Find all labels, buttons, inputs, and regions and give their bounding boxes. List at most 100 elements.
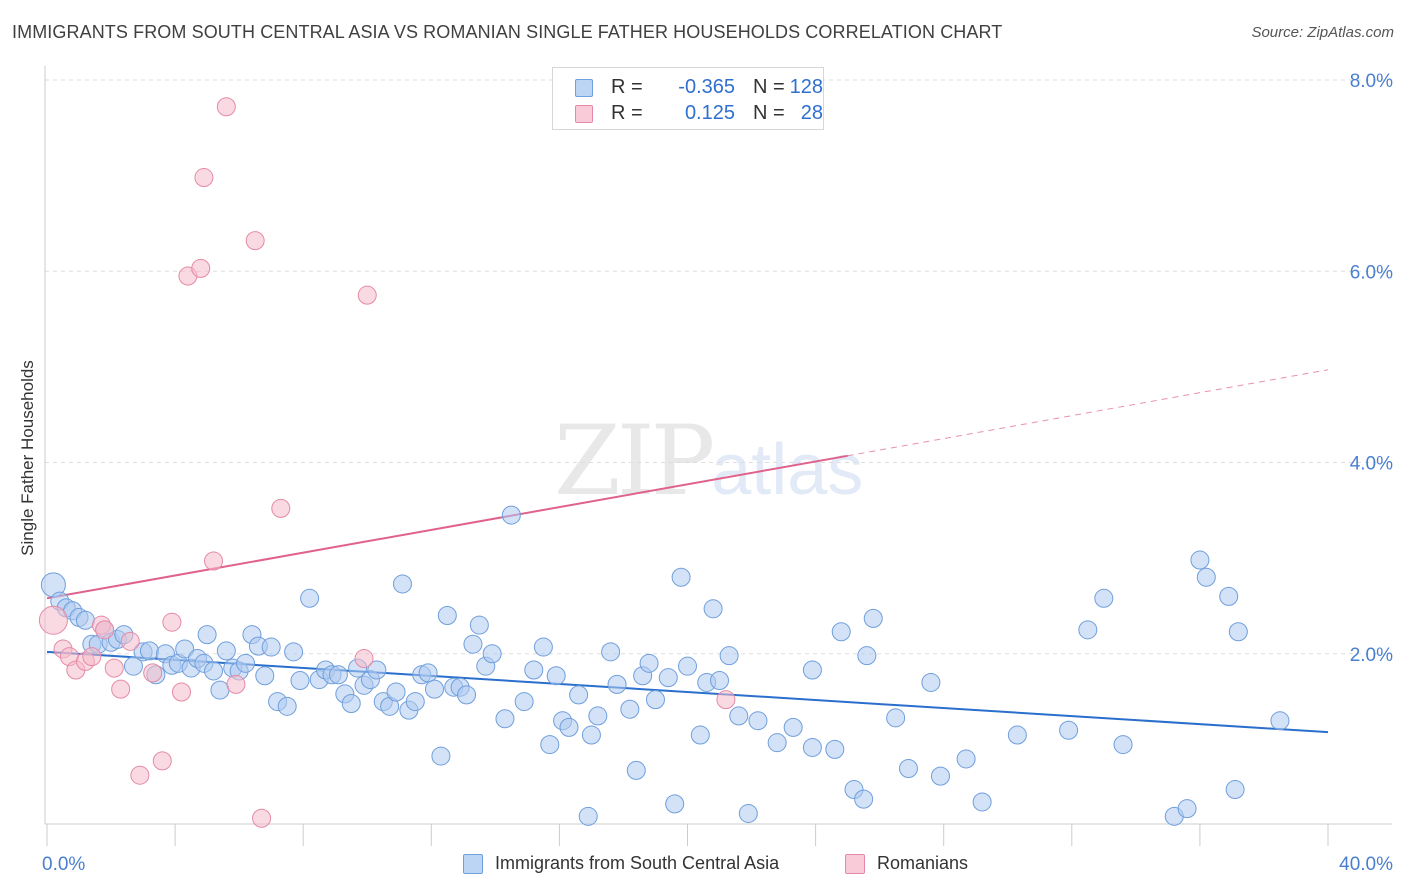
trend-line-romanians: [46, 454, 848, 600]
legend-label: Romanians: [877, 853, 969, 873]
point-romanians: [104, 658, 124, 678]
legend-label: Immigrants from South Central Asia: [495, 853, 780, 873]
point-immigrants: [665, 794, 685, 814]
point-romanians: [245, 231, 265, 251]
point-immigrants: [1177, 799, 1197, 819]
point-immigrants: [767, 733, 787, 753]
point-immigrants: [645, 690, 665, 710]
point-immigrants: [1007, 725, 1027, 745]
series-legend: Immigrants from South Central Asia Roman…: [0, 852, 1406, 878]
point-immigrants: [341, 693, 361, 713]
point-immigrants: [588, 706, 608, 726]
point-immigrants: [569, 685, 589, 705]
y-tick-label: 6.0%: [1350, 262, 1393, 283]
point-immigrants: [1059, 720, 1079, 740]
point-romanians: [716, 690, 736, 710]
point-immigrants: [284, 642, 304, 662]
point-immigrants: [300, 588, 320, 608]
point-romanians: [130, 765, 150, 785]
x-tick-label: 0.0%: [42, 854, 85, 875]
legend-swatch-pink: [575, 105, 593, 123]
point-immigrants: [703, 599, 723, 619]
point-romanians: [357, 285, 377, 305]
r-value: -0.365: [678, 76, 735, 98]
point-immigrants: [658, 668, 678, 688]
point-immigrants: [367, 660, 387, 680]
point-immigrants: [863, 608, 883, 628]
point-immigrants: [255, 666, 275, 686]
point-immigrants: [607, 674, 627, 694]
point-immigrants: [210, 680, 230, 700]
point-immigrants: [277, 696, 297, 716]
point-immigrants: [437, 606, 457, 625]
point-immigrants: [533, 637, 553, 657]
point-immigrants: [236, 653, 256, 673]
point-immigrants: [405, 692, 425, 712]
point-romanians: [271, 498, 291, 518]
point-immigrants: [463, 634, 483, 654]
data-points: [38, 97, 1290, 828]
point-immigrants: [418, 663, 438, 683]
point-immigrants: [1190, 550, 1210, 570]
tick-labels: 2.0% 4.0% 6.0% 8.0% 0.0% 40.0%: [42, 71, 1393, 875]
point-romanians: [194, 168, 214, 188]
chart-title: IMMIGRANTS FROM SOUTH CENTRAL ASIA VS RO…: [12, 22, 1003, 42]
point-romanians: [191, 258, 211, 278]
point-immigrants: [857, 646, 877, 666]
point-immigrants: [748, 711, 768, 731]
point-immigrants: [956, 749, 976, 769]
point-immigrants: [123, 656, 143, 676]
point-immigrants: [1228, 622, 1248, 642]
y-tick-label: 8.0%: [1350, 71, 1393, 92]
n-label: N =: [753, 102, 785, 124]
r-value: 0.125: [684, 102, 735, 124]
point-romanians: [38, 605, 68, 635]
point-romanians: [252, 808, 272, 828]
y-tick-label: 4.0%: [1350, 454, 1393, 475]
point-romanians: [82, 647, 102, 667]
legend-swatch-pink: [845, 854, 865, 874]
point-immigrants: [972, 792, 992, 812]
y-axis-label: Single Father Households: [18, 360, 37, 556]
point-immigrants: [386, 682, 406, 702]
axes: [44, 66, 1392, 846]
point-immigrants: [546, 666, 566, 686]
r-label: R =: [611, 76, 643, 98]
point-immigrants: [540, 735, 560, 755]
point-immigrants: [678, 656, 697, 676]
point-immigrants: [620, 699, 640, 719]
point-immigrants: [898, 759, 918, 778]
trend-lines: [46, 369, 1329, 734]
point-immigrants: [425, 679, 445, 699]
point-immigrants: [831, 622, 851, 642]
point-immigrants: [139, 641, 159, 661]
point-romanians: [95, 620, 115, 640]
point-immigrants: [671, 567, 691, 587]
x-tick-label: 40.0%: [1339, 854, 1393, 875]
gridlines: [45, 79, 1392, 655]
point-immigrants: [495, 709, 515, 729]
y-tick-label: 2.0%: [1350, 645, 1393, 666]
point-romanians: [354, 649, 374, 669]
point-immigrants: [921, 672, 941, 692]
r-label: R =: [611, 102, 643, 124]
trend-line-romanians-projection: [847, 369, 1329, 457]
point-immigrants: [482, 644, 502, 664]
point-immigrants: [290, 671, 310, 691]
point-immigrants: [1078, 620, 1098, 640]
point-immigrants: [1196, 567, 1216, 587]
point-immigrants: [469, 615, 489, 635]
point-immigrants: [501, 505, 521, 525]
point-immigrants: [854, 789, 874, 809]
point-romanians: [172, 682, 192, 702]
point-immigrants: [261, 637, 281, 657]
point-immigrants: [175, 639, 195, 659]
point-immigrants: [930, 766, 950, 786]
correlation-legend: R = -0.365 N = 128 R = 0.125 N = 28: [552, 67, 824, 130]
point-romanians: [120, 631, 140, 651]
point-immigrants: [802, 737, 822, 757]
point-immigrants: [825, 739, 845, 759]
point-immigrants: [197, 625, 217, 645]
point-immigrants: [75, 610, 95, 630]
point-immigrants: [783, 717, 803, 737]
